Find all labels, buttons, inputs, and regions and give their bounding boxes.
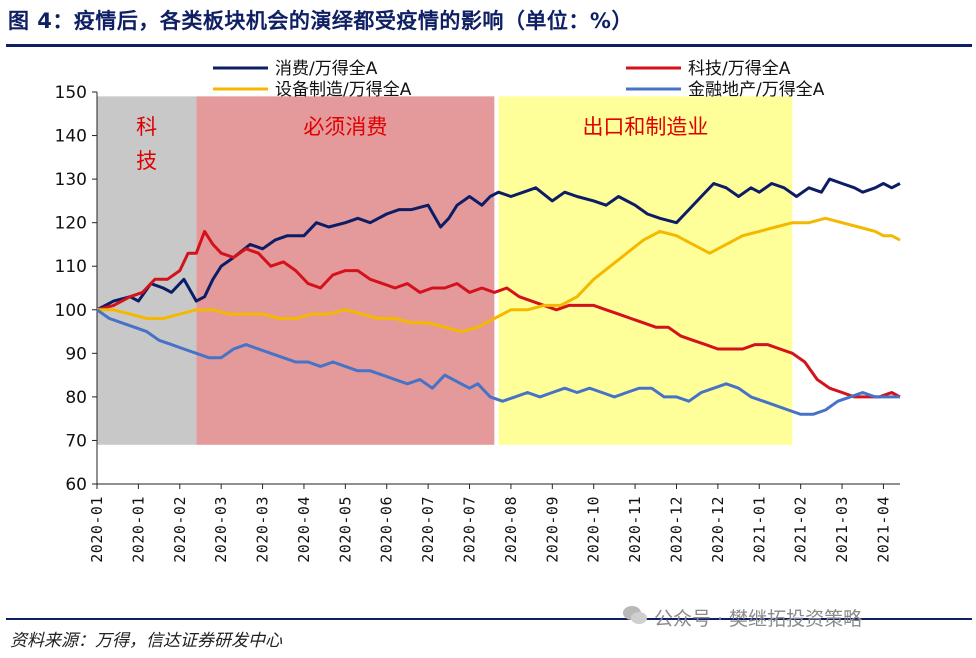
x-tick-label: 2020-05: [336, 496, 354, 563]
legend-label-3: 设备制造/万得全A: [275, 80, 412, 100]
legend: 消费/万得全A 科技/万得全A 设备制造/万得全A 金融地产/万得全A: [213, 59, 825, 100]
x-tick-label: 2020-07: [461, 496, 479, 563]
y-tick-label: 140: [55, 127, 87, 147]
x-tick-label: 2021-02: [792, 496, 810, 563]
x-tick-label: 2020-10: [585, 496, 603, 563]
y-tick-label: 120: [55, 214, 87, 234]
series-line-4: [96, 308, 900, 416]
x-tick-label: 2020-12: [709, 496, 727, 563]
phase-shading: 科技 必须消费 出口和制造业: [97, 96, 793, 445]
phase-label-1: 科: [136, 115, 157, 139]
phase-region-3: [498, 96, 793, 445]
y-tick-label: 80: [65, 388, 87, 408]
phase-label-3: 出口和制造业: [582, 115, 708, 139]
phase-label-2: 必须消费: [303, 115, 387, 139]
y-tick-label: 70: [65, 431, 87, 451]
x-tick-label: 2020-03: [254, 496, 272, 563]
x-tick-label: 2020-07: [419, 496, 437, 563]
phase-label-1: 技: [136, 149, 157, 173]
title-rule: [6, 44, 972, 47]
x-tick-label: 2020-01: [129, 496, 147, 563]
y-tick-label: 100: [55, 301, 87, 321]
legend-label-1: 消费/万得全A: [275, 59, 378, 79]
x-tick-label: 2020-12: [667, 496, 685, 563]
x-tick-label: 2020-11: [626, 496, 644, 563]
axes: 60 70 80 90 100 110 120 130 140 150 2020-01 2020-01…: [55, 83, 900, 563]
series-line-3: [97, 216, 901, 334]
legend-label-4: 金融地产/万得全A: [688, 80, 825, 100]
series-line-2: [96, 229, 901, 399]
line-chart: 科技 必须消费 出口和制造业 60 70 80 90 100 110 120 130 140 150 2…: [55, 59, 901, 563]
x-tick-label: 2020-06: [378, 496, 396, 563]
figure-title: 图 4：疫情后，各类板块机会的演绎都受疫情的影响（单位：%）: [8, 9, 633, 33]
x-tick-label: 2021-04: [874, 496, 892, 563]
y-tick-label: 90: [65, 344, 87, 364]
x-tick-label: 2020-03: [212, 496, 230, 563]
legend-label-2: 科技/万得全A: [688, 59, 791, 79]
watermark-text: 公众号 · 樊继拓投资策略: [654, 608, 863, 630]
x-tick-label: 2021-01: [750, 496, 768, 563]
y-tick-label: 60: [65, 475, 87, 495]
source-note: 资料来源：万得，信达证券研发中心: [10, 631, 282, 651]
series-lines: [96, 177, 901, 416]
footer-rule: [6, 618, 972, 620]
x-tick-label: 2021-03: [833, 496, 851, 563]
x-tick-label: 2020-04: [295, 496, 313, 563]
x-tick-label: 2020-01: [88, 496, 106, 563]
watermark: 公众号 · 樊继拓投资策略: [622, 604, 862, 631]
x-tick-label: 2020-02: [171, 496, 189, 563]
series-line-1: [96, 177, 901, 312]
x-tick-label: 2020-08: [502, 496, 520, 563]
y-tick-label: 150: [55, 83, 87, 103]
x-tick-label: 2020-09: [543, 496, 561, 563]
y-tick-label: 110: [55, 257, 87, 277]
y-tick-label: 130: [55, 170, 87, 190]
wechat-icon: [622, 604, 648, 631]
